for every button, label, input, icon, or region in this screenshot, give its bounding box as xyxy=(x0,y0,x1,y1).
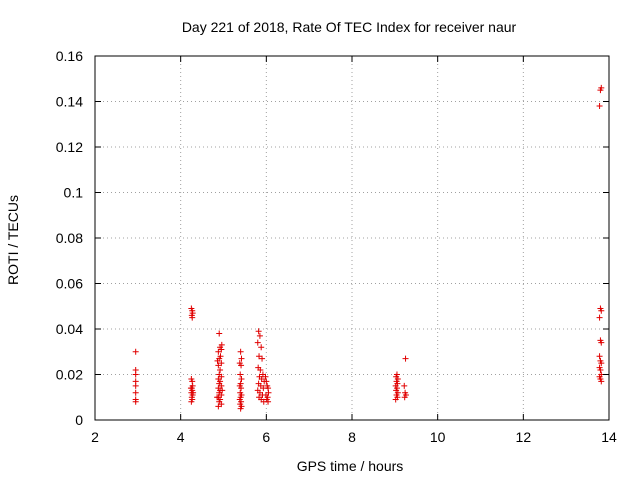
data-point xyxy=(263,378,270,385)
x-tick-label: 10 xyxy=(430,429,446,445)
data-point xyxy=(257,366,264,373)
chart-title: Day 221 of 2018, Rate Of TEC Index for r… xyxy=(182,19,517,35)
y-tick-label: 0.04 xyxy=(56,321,83,337)
data-point xyxy=(237,371,244,378)
data-point xyxy=(598,307,605,314)
data-point xyxy=(218,341,225,348)
data-point xyxy=(402,355,409,362)
data-point xyxy=(238,385,245,392)
data-points xyxy=(132,84,605,412)
data-point xyxy=(238,362,245,369)
axis-ticks: 2 4 6 8 10 12 14 0 0.02 0.04 0.06 0.08 0.1 0.12 0.14 0.… xyxy=(56,48,617,445)
data-point xyxy=(392,396,399,403)
x-tick-label: 14 xyxy=(601,429,617,445)
data-point xyxy=(215,362,222,369)
data-point xyxy=(596,314,603,321)
data-point xyxy=(597,87,604,94)
data-point xyxy=(401,382,408,389)
data-point xyxy=(189,314,196,321)
data-point xyxy=(217,366,224,373)
data-point xyxy=(254,339,261,346)
data-point xyxy=(132,398,139,405)
y-tick-label: 0.1 xyxy=(64,185,84,201)
data-point xyxy=(215,348,222,355)
grid-lines xyxy=(95,56,609,420)
data-point xyxy=(214,394,221,401)
data-point xyxy=(238,355,245,362)
data-point xyxy=(215,403,222,410)
data-point xyxy=(598,378,605,385)
data-point xyxy=(256,332,263,339)
data-point xyxy=(596,353,603,360)
data-point xyxy=(598,339,605,346)
y-tick-label: 0.06 xyxy=(56,276,83,292)
data-point xyxy=(190,389,197,396)
y-tick-label: 0 xyxy=(75,412,83,428)
data-point xyxy=(262,373,269,380)
data-point xyxy=(132,371,139,378)
data-point xyxy=(214,357,221,364)
y-tick-label: 0.12 xyxy=(56,139,83,155)
x-tick-label: 8 xyxy=(348,429,356,445)
data-point xyxy=(188,398,195,405)
y-tick-label: 0.02 xyxy=(56,367,83,383)
x-tick-label: 6 xyxy=(262,429,270,445)
data-point xyxy=(219,387,226,394)
data-point xyxy=(259,355,266,362)
data-point xyxy=(132,348,139,355)
x-tick-label: 4 xyxy=(177,429,185,445)
x-tick-label: 12 xyxy=(516,429,532,445)
data-point xyxy=(255,328,262,335)
x-tick-label: 2 xyxy=(91,429,99,445)
data-point xyxy=(401,394,408,401)
data-point xyxy=(597,366,604,373)
data-point xyxy=(265,398,272,405)
data-point xyxy=(237,405,244,412)
data-point xyxy=(238,376,245,383)
y-tick-label: 0.08 xyxy=(56,230,83,246)
y-tick-label: 0.14 xyxy=(56,94,83,110)
data-point xyxy=(187,385,194,392)
y-axis-label: ROTI / TECUs xyxy=(5,195,21,285)
data-point xyxy=(216,330,223,337)
data-point xyxy=(596,103,603,110)
data-point xyxy=(598,360,605,367)
data-point xyxy=(132,382,139,389)
data-point xyxy=(237,348,244,355)
data-point xyxy=(258,344,265,351)
x-axis-label: GPS time / hours xyxy=(297,458,404,474)
y-tick-label: 0.16 xyxy=(56,48,83,64)
data-point xyxy=(132,389,139,396)
